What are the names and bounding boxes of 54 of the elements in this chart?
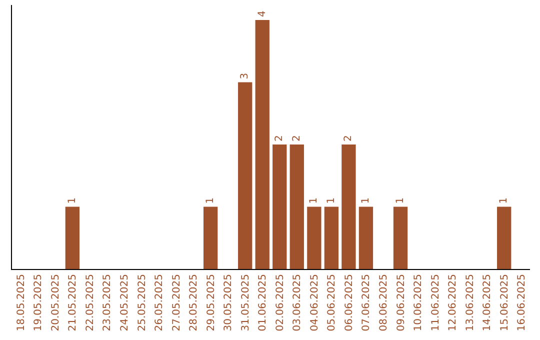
bar [65,206,80,269]
data-label: 2 [291,135,302,142]
data-label: 4 [256,10,268,17]
x-tick-label: 15.06.2025 [499,274,510,332]
x-tick-label: 21.05.2025 [68,274,79,332]
data-label: 2 [343,135,354,142]
x-tick-label: 14.06.2025 [482,274,494,332]
data-label: 3 [240,72,251,80]
x-tick-label: 08.06.2025 [378,274,390,332]
x-tick-label: 06.06.2025 [344,274,355,332]
bar [393,206,408,269]
x-tick-label: 28.05.2025 [188,274,200,332]
x-tick-label: 02.06.2025 [274,274,286,332]
x-tick-label: 25.05.2025 [136,274,148,332]
x-tick-label: 19.05.2025 [33,274,44,332]
x-tick-label: 01.06.2025 [258,274,269,332]
x-tick-label: 07.06.2025 [361,274,372,332]
bar [203,206,218,269]
x-tick-label: 13.06.2025 [464,274,476,332]
bar [255,20,270,269]
bar [290,144,304,269]
data-label: 1 [326,197,337,204]
bar [358,206,374,269]
x-tick-label: 03.06.2025 [292,274,304,332]
bar [324,206,339,269]
x-tick-label: 12.06.2025 [448,274,459,332]
bar [272,144,287,269]
bar [238,82,252,269]
x-tick-label: 16.06.2025 [516,274,528,332]
x-tick-label: 22.05.2025 [84,274,96,332]
bar [307,206,322,269]
x-tick-label: 23.05.2025 [102,274,114,332]
data-label: 1 [498,197,510,204]
data-label: 1 [395,197,406,204]
x-tick-label: 04.06.2025 [309,274,320,332]
x-tick-label: 09.06.2025 [396,274,407,332]
x-tick-label: 31.05.2025 [240,274,252,332]
x-tick-label: 26.05.2025 [154,274,166,332]
x-tick-label: 30.05.2025 [223,274,234,332]
x-tick-label: 27.05.2025 [171,274,182,332]
data-label: 1 [308,197,320,204]
bar [497,206,512,269]
data-label: 1 [360,197,372,204]
x-tick-label: 11.06.2025 [430,274,442,332]
x-tick-label: 29.05.2025 [206,274,217,332]
x-tick-label: 24.05.2025 [119,274,130,332]
data-label: 1 [205,197,216,204]
x-tick-label: 05.06.2025 [326,274,338,332]
x-tick-label: 20.05.2025 [50,274,62,332]
data-label: 1 [66,197,78,204]
bar [342,144,356,269]
x-tick-label: 18.05.2025 [16,274,27,332]
x-tick-label: 10.06.2025 [413,274,424,332]
data-label: 2 [274,135,286,142]
